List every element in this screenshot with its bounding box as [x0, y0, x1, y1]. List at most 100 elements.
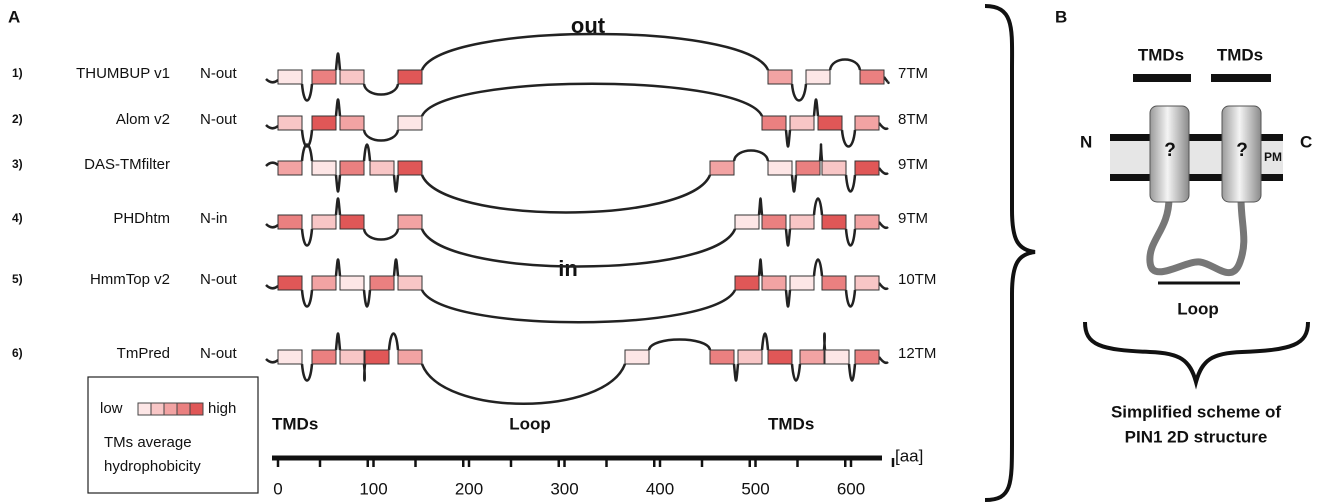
tm-segment — [761, 214, 787, 230]
caption: Simplified scheme of — [1111, 402, 1281, 421]
tm-cylinder — [1221, 105, 1262, 203]
tm-segment — [789, 214, 815, 230]
orientation: N-out — [200, 111, 238, 128]
tm-count: 12TM — [898, 345, 936, 362]
method-name: PHDhtm — [113, 210, 170, 227]
topology-line — [265, 332, 889, 405]
legend-swatch — [137, 402, 152, 416]
orientation: N-out — [200, 271, 238, 288]
method-name: Alom v2 — [116, 111, 170, 128]
tm-segment — [854, 160, 880, 176]
topology-line — [265, 197, 889, 268]
loop-label: Loop — [1177, 299, 1219, 318]
tm-segment — [364, 349, 390, 365]
legend-high: high — [208, 400, 236, 417]
method-name: HmmTop v2 — [90, 271, 170, 288]
row-number: 4) — [12, 211, 23, 225]
tm-segment — [311, 115, 337, 131]
tm-count: 9TM — [898, 210, 928, 227]
tm-segment — [821, 214, 847, 230]
tm-segment — [859, 69, 885, 85]
tm-segment — [761, 115, 787, 131]
scale-label: Loop — [509, 414, 551, 433]
prediction-rows: 1) THUMBUP v1 N-out 7TM 2) Alom v2 N-out 8TM 3) D… — [12, 32, 936, 405]
tm-segment — [854, 349, 880, 365]
tm-segment — [277, 214, 303, 230]
tm-segment — [789, 275, 815, 291]
tmds-bar — [1133, 74, 1191, 82]
legend-swatch — [189, 402, 204, 416]
tm-count: 7TM — [898, 65, 928, 82]
tm-segment — [397, 160, 423, 176]
orientation: N-out — [200, 65, 238, 82]
method-name: DAS-TMfilter — [84, 156, 170, 173]
tm-segment — [277, 115, 303, 131]
orientation: N-in — [200, 210, 228, 227]
tm-segment — [821, 275, 847, 291]
tm-segment — [311, 214, 337, 230]
membrane-label: PM — [1264, 150, 1282, 164]
tm-segment — [821, 160, 847, 176]
tm-segment — [397, 349, 423, 365]
scale-label: TMDs — [272, 414, 318, 433]
tm-segment — [624, 349, 650, 365]
n-terminus: N — [1080, 132, 1092, 151]
tm-segment — [817, 115, 843, 131]
row-number: 2) — [12, 112, 23, 126]
scale-tick-label: 300 — [550, 479, 578, 498]
tm-segment — [311, 160, 337, 176]
tm-segment — [767, 349, 793, 365]
brace — [1083, 321, 1310, 390]
tm-segment — [397, 214, 423, 230]
scale-tick-label: 0 — [273, 479, 282, 498]
tm-question: ? — [1164, 140, 1176, 161]
legend-caption: hydrophobicity — [104, 458, 201, 475]
tm-segment — [737, 349, 763, 365]
tm-segment — [277, 349, 303, 365]
tm-segment — [761, 275, 787, 291]
in-label: in — [558, 256, 578, 281]
legend-caption: TMs average — [104, 434, 192, 451]
tm-segment — [734, 214, 760, 230]
c-terminus: C — [1300, 132, 1312, 151]
legend-swatch — [150, 402, 165, 416]
legend-box — [87, 376, 259, 494]
tm-segment — [734, 275, 760, 291]
tm-segment — [339, 115, 365, 131]
membrane-edge — [1110, 174, 1283, 181]
tm-segment — [767, 160, 793, 176]
scale-tick-label: 400 — [646, 479, 674, 498]
tm-segment — [799, 349, 825, 365]
tm-segment — [339, 349, 365, 365]
loop-path — [1146, 194, 1248, 277]
topology-line — [265, 258, 889, 324]
tm-question: ? — [1236, 140, 1248, 161]
tm-cylinder — [1149, 105, 1190, 203]
panel-label: A — [8, 7, 20, 26]
tm-segment — [277, 275, 303, 291]
scale-tick-label: 200 — [455, 479, 483, 498]
method-name: THUMBUP v1 — [76, 65, 170, 82]
tm-segment — [397, 69, 423, 85]
membrane-edge — [1110, 134, 1283, 141]
scale-tick-label: 500 — [741, 479, 769, 498]
tm-segment — [397, 275, 423, 291]
legend-low: low — [100, 400, 123, 417]
row-number: 1) — [12, 66, 23, 80]
tm-segment — [767, 69, 793, 85]
row-number: 6) — [12, 346, 23, 360]
tm-segment — [339, 214, 365, 230]
row-number: 5) — [12, 272, 23, 286]
tm-segment — [339, 69, 365, 85]
tm-segment — [854, 214, 880, 230]
tmds-label: TMDs — [1217, 45, 1263, 64]
legend-swatch — [176, 402, 191, 416]
topology-line — [265, 32, 890, 102]
tm-segment — [805, 69, 831, 85]
panel-label: B — [1055, 7, 1067, 26]
tm-segment — [311, 69, 337, 85]
tm-count: 8TM — [898, 111, 928, 128]
brace — [984, 4, 1036, 502]
tmds-label: TMDs — [1138, 45, 1184, 64]
